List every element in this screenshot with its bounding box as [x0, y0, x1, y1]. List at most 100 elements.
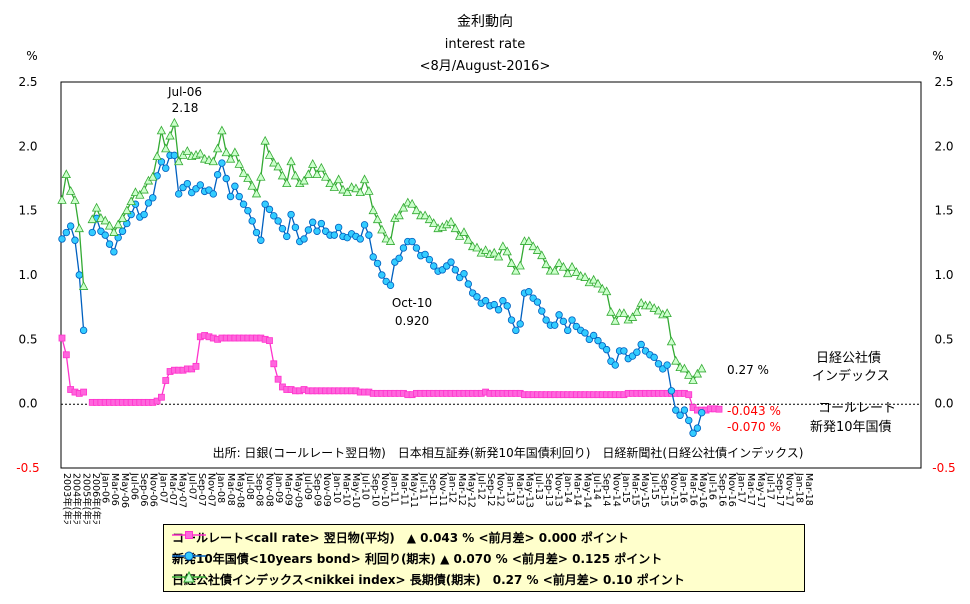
nikkei-index-point [342, 187, 352, 197]
nikkei-index-point [398, 202, 409, 212]
call-rate-point [192, 362, 200, 370]
bond-10y-point [412, 244, 421, 252]
x-tick-label: Mar-13 [514, 473, 525, 506]
bond-10y-point [226, 192, 235, 201]
nikkei-index-point [645, 300, 655, 310]
bond-10y-point [538, 307, 546, 315]
nikkei-index-point [528, 241, 538, 251]
call-rate-point [274, 375, 282, 383]
nikkei-index-point [286, 156, 296, 166]
bond-10y-point [637, 340, 645, 349]
legend-bond-marker [172, 551, 206, 561]
x-tick-label: Jul-10 [360, 472, 371, 500]
annotation-nikkei-latest: 0.27 % [727, 363, 769, 377]
bond-10y-point [698, 408, 706, 417]
nikkei-index-point [303, 169, 314, 179]
bond-10y-point [667, 387, 676, 395]
y-tick-left: 0.5 [18, 332, 37, 346]
nikkei-index-point [515, 260, 525, 270]
nikkei-index-point [225, 153, 236, 163]
nikkei-index-point [601, 286, 612, 296]
x-tick-label: Mar-06 [109, 473, 120, 506]
x-tick-label: May-09 [292, 473, 303, 508]
legend-call-text: コールレート<call rate> 翌日物(平均) ▲ 0.043 % <前月差… [172, 530, 629, 545]
nikkei-index-point [299, 175, 309, 185]
bond-10y-point [555, 311, 563, 319]
nikkei-index-point [165, 130, 175, 140]
call-rate-point [62, 351, 70, 359]
nikkei-index-point [506, 258, 517, 267]
x-tick-label: Jan-09 [273, 472, 284, 503]
nikkei-index-point [329, 182, 339, 191]
bond-10y-point [611, 361, 619, 369]
bond-10y-point [499, 297, 507, 305]
bond-10y-point [162, 164, 170, 172]
bond-10y-point [365, 231, 373, 239]
annotation-oct10: Oct-10 [392, 296, 432, 310]
nikkei-index-point [78, 281, 89, 290]
nikkei-index-point [277, 170, 288, 180]
bond-10y-point [620, 347, 628, 355]
y-tick-right: 2.0 [934, 139, 953, 153]
nikkei-index-point [139, 184, 149, 194]
x-tick-label: Nov-10 [379, 473, 390, 507]
x-tick-label: Sep-15 [658, 473, 669, 506]
bond-10y-point [663, 361, 671, 369]
x-tick-label: Nov-15 [668, 473, 679, 507]
nikkei-index-point [221, 147, 231, 157]
nikkei-index-point [217, 125, 227, 135]
bond-10y-point [654, 360, 663, 368]
bond-10y-point [114, 233, 122, 242]
bond-10y-point [270, 212, 278, 220]
nikkei-index-point [541, 259, 551, 269]
annotation-bond-label: 新発10年国債 [810, 419, 892, 435]
source-note: 出所: 日銀(コールレート翌日物) 日本相互証券(新発10年国債利回り) 日経新… [213, 445, 804, 460]
x-tick-label: Jul-16 [707, 472, 718, 500]
x-tick-label: Mar-18 [803, 473, 814, 506]
nikkei-index-point [264, 149, 275, 159]
nikkei-index-point [169, 117, 180, 127]
x-tick-label: Mar-16 [687, 473, 698, 506]
interest-rate-chart: 金利動向 interest rate <8月/August-2016> % % … [16, 14, 955, 524]
bond-10y-point [369, 253, 377, 261]
nikkei-index-point [57, 195, 67, 204]
bond-10y-point [408, 237, 416, 246]
bond-10y-point [157, 158, 166, 166]
bond-10y-point [222, 174, 230, 183]
nikkei-index-point [511, 265, 521, 275]
nikkei-index-point [554, 258, 564, 267]
bond-10y-point [447, 258, 455, 266]
bond-10y-point [308, 218, 317, 226]
x-tick-label: Mar-09 [283, 473, 294, 506]
x-tick-label: 2003年(年末) [61, 473, 73, 524]
nikkei-index-point [91, 202, 102, 212]
bond-10y-point [464, 280, 473, 288]
bond-10y-point [542, 316, 550, 324]
x-tick-label: Nov-17 [784, 473, 795, 507]
bond-10y-point [261, 200, 269, 208]
x-tick-label: Nov-13 [552, 473, 563, 507]
nikkei-index-point [649, 303, 659, 312]
nikkei-index-point [610, 315, 620, 325]
x-tick-label: Sep-11 [427, 473, 438, 506]
x-tick-label: May-17 [755, 473, 766, 508]
nikkei-index-point [480, 245, 491, 254]
nikkei-index-point [429, 218, 439, 227]
nikkei-index-point [359, 174, 370, 184]
bond-10y-point [170, 151, 179, 160]
nikkei-index-point [174, 156, 184, 166]
x-tick-label: Mar-11 [398, 473, 409, 506]
nikkei-index-point [377, 224, 387, 234]
nikkei-index-point [364, 186, 374, 195]
x-tick-label: Nov-07 [206, 473, 217, 507]
nikkei-index-point [351, 183, 361, 193]
x-tick-label: Mar-17 [745, 473, 756, 506]
bond-10y-point [101, 231, 109, 239]
bond-10y-point [676, 411, 684, 419]
nikkei-index-point [74, 223, 84, 233]
bond-10y-point [304, 226, 313, 234]
nikkei-index-point [671, 355, 681, 365]
nikkei-index-point [243, 173, 253, 182]
nikkei-index-point [282, 178, 292, 188]
y-tick-left: 1.5 [18, 204, 37, 218]
